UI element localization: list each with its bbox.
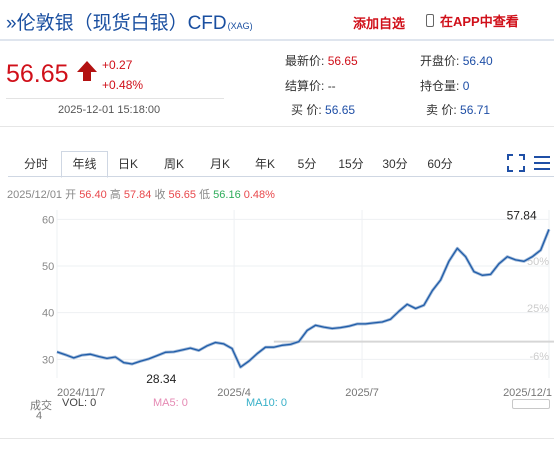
tab-60min[interactable]: 60分 bbox=[427, 157, 453, 171]
settle-value: -- bbox=[327, 79, 336, 93]
tab-intraday[interactable]: 分时 bbox=[23, 157, 48, 171]
current-price: 56.65 bbox=[6, 60, 69, 88]
open-label: 开盘价: bbox=[420, 54, 460, 68]
right-tick-label: 25% bbox=[527, 303, 549, 315]
page-title: »伦敦银（现货白银）CFD(XAG) bbox=[6, 8, 253, 35]
tab-weekly-k[interactable]: 周K bbox=[163, 157, 184, 171]
ma5-value: MA5: 0 bbox=[153, 397, 188, 409]
price-annotation: 28.34 bbox=[146, 372, 176, 386]
ohlc-high: 57.84 bbox=[123, 189, 152, 201]
latest-label: 最新价: bbox=[285, 54, 325, 68]
buy-value: 56.65 bbox=[325, 103, 356, 117]
tab-year-line[interactable]: 年线 bbox=[61, 151, 108, 178]
tab-daily-k[interactable]: 日K bbox=[117, 157, 138, 171]
x-tick-label: 2025/7 bbox=[345, 387, 379, 399]
period-tabs: 分时 年线 日K 周K 月K 年K 5分 15分 30分 60分 bbox=[8, 151, 554, 178]
y-tick-label: 40 bbox=[42, 308, 54, 320]
price-change-pct: +0.48% bbox=[102, 78, 144, 92]
hold-value: 0 bbox=[462, 79, 470, 93]
tab-monthly-k[interactable]: 月K bbox=[209, 157, 230, 171]
ohlc-high-label: 高 bbox=[109, 189, 121, 201]
volume-scroll-handle[interactable] bbox=[512, 399, 550, 409]
ohlc-open: 56.40 bbox=[79, 189, 107, 201]
x-tick-label: 2025/12/1 bbox=[503, 387, 552, 399]
bid-price-field: 买 价: 56.65 bbox=[291, 101, 355, 118]
right-tick-label: -6% bbox=[529, 351, 549, 363]
ohlc-pct: 0.48% bbox=[243, 189, 275, 201]
bottom-divider bbox=[0, 438, 554, 439]
open-price-field: 开盘价: 56.40 bbox=[420, 52, 493, 69]
latest-price-field: 最新价: 56.65 bbox=[285, 52, 358, 69]
price-line bbox=[56, 229, 550, 368]
volume-value: VOL: 0 bbox=[62, 397, 97, 409]
header-divider bbox=[0, 39, 554, 41]
tabs-underline bbox=[8, 176, 554, 177]
tab-30min[interactable]: 30分 bbox=[382, 157, 408, 171]
tab-15min[interactable]: 15分 bbox=[338, 157, 364, 171]
price-divider bbox=[6, 98, 224, 99]
ohlc-close-label: 收 bbox=[154, 189, 166, 201]
ohlc-close: 56.65 bbox=[168, 189, 197, 201]
sell-value: 56.71 bbox=[460, 103, 491, 117]
tab-yearly-k[interactable]: 年K bbox=[254, 157, 275, 171]
title-main: »伦敦银（现货白银）CFD bbox=[6, 13, 227, 34]
ma10-value: MA10: 0 bbox=[246, 397, 287, 409]
ohlc-low-label: 低 bbox=[199, 189, 211, 201]
open-app-label: 在APP中查看 bbox=[440, 14, 519, 29]
price-change: +0.27 bbox=[102, 58, 133, 72]
price-annotation: 57.84 bbox=[507, 208, 537, 222]
open-interest-field: 持仓量: 0 bbox=[420, 77, 469, 94]
title-symbol: (XAG) bbox=[227, 21, 253, 31]
ask-price-field: 卖 价: 56.71 bbox=[426, 101, 490, 118]
tab-5min[interactable]: 5分 bbox=[297, 157, 317, 171]
ohlc-low: 56.16 bbox=[213, 189, 241, 201]
sell-label: 卖 价: bbox=[426, 103, 457, 117]
volume-label: 成交 bbox=[30, 397, 52, 413]
x-tick-label: 2024/11/7 bbox=[57, 387, 105, 399]
y-tick-label: 60 bbox=[42, 214, 54, 226]
phone-icon bbox=[426, 14, 434, 27]
open-app-button[interactable]: 在APP中查看 bbox=[426, 11, 519, 30]
y-tick-label: 50 bbox=[42, 261, 54, 273]
price-chart[interactable]: 60 50 40 30 50% 25% -6% 57.84 28.34 2024/11/7 2025… bbox=[0, 200, 554, 420]
buy-label: 买 价: bbox=[291, 103, 322, 117]
quote-datetime: 2025-12-01 15:18:00 bbox=[58, 104, 161, 116]
ohlc-open-label: 开 bbox=[65, 189, 77, 201]
y-tick-label: 30 bbox=[42, 354, 54, 366]
latest-value: 56.65 bbox=[327, 54, 358, 68]
volume-axis-value: 4 bbox=[36, 410, 43, 422]
menu-icon[interactable] bbox=[533, 155, 551, 171]
settle-label: 结算价: bbox=[285, 79, 325, 93]
right-tick-label: 50% bbox=[527, 256, 549, 268]
quote-divider bbox=[0, 126, 554, 127]
fullscreen-icon[interactable] bbox=[507, 154, 525, 172]
ohlc-date: 2025/12/01 bbox=[7, 189, 63, 201]
vol-title: 成交 bbox=[30, 400, 52, 412]
ohlc-summary: 2025/12/01 开 56.40 高 57.84 收 56.65 低 56.… bbox=[7, 186, 275, 202]
x-tick-label: 2025/4 bbox=[217, 387, 251, 399]
open-value: 56.40 bbox=[462, 54, 493, 68]
hold-label: 持仓量: bbox=[420, 79, 460, 93]
settle-price-field: 结算价: -- bbox=[285, 77, 336, 94]
price-line-shadow bbox=[56, 228, 551, 369]
add-watchlist-button[interactable]: 添加自选 bbox=[353, 16, 406, 31]
up-arrow-icon bbox=[77, 61, 97, 81]
